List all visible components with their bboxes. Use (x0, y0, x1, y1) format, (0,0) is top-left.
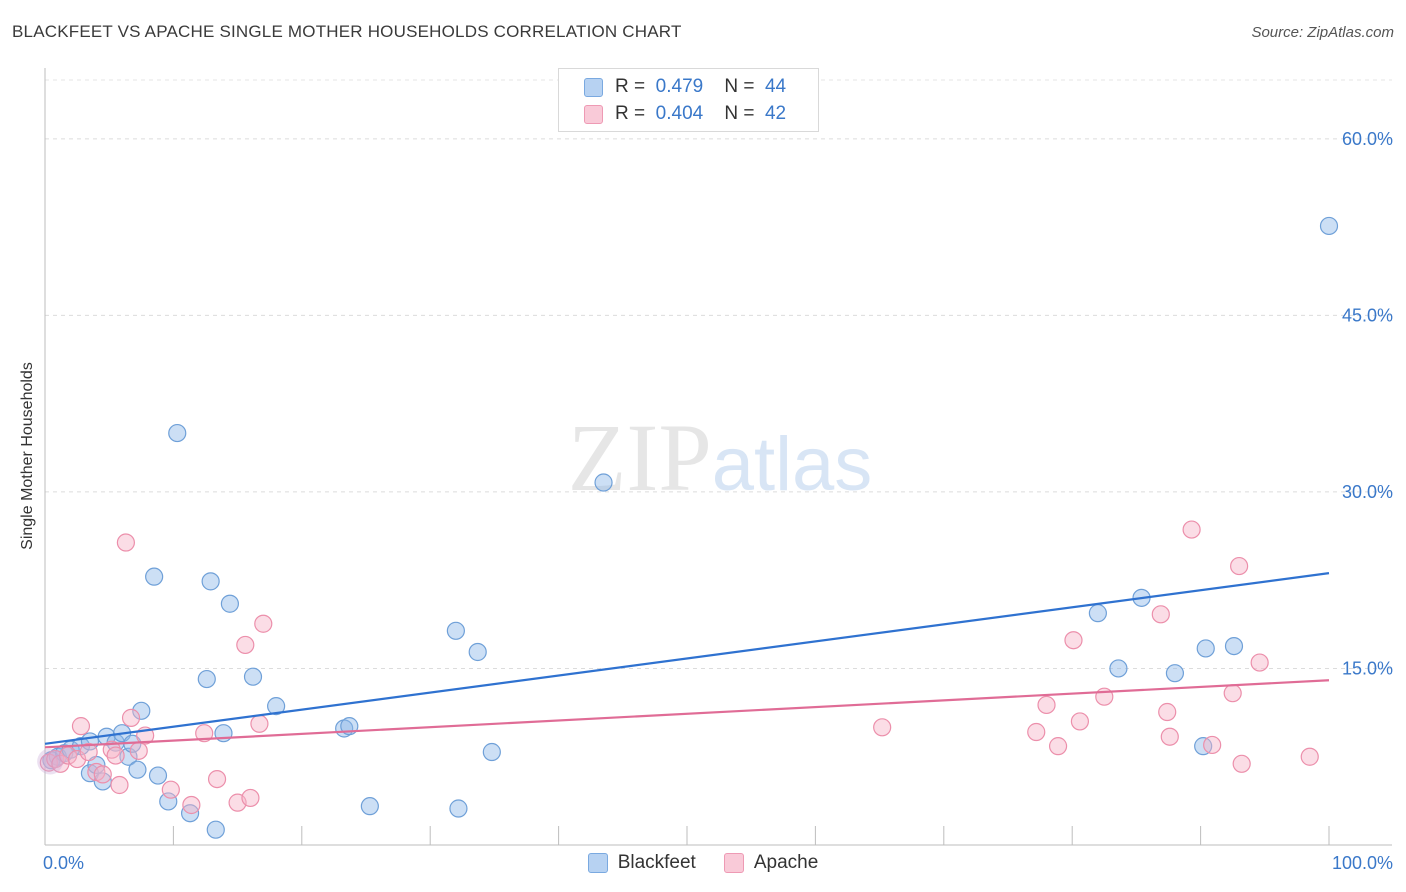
correlation-stats-box: R = 0.479 N = 44 R = 0.404 N = 42 (558, 68, 819, 132)
x-tick-label-min: 0.0% (43, 853, 84, 873)
watermark-atlas: atlas (712, 422, 873, 507)
point-apache (79, 742, 98, 762)
point-apache (1223, 684, 1242, 703)
point-apache (161, 780, 180, 799)
point-apache (106, 746, 125, 765)
point-apache (195, 724, 214, 743)
point-apache (1048, 737, 1068, 756)
chart-legend: Blackfeet Apache (0, 852, 1406, 874)
point-blackfeet (168, 423, 187, 443)
point-blackfeet (1165, 664, 1185, 683)
y-tick-labels: 15.0% 30.0% 45.0% 60.0% (1342, 129, 1393, 679)
point-apache (93, 765, 112, 784)
point-apache (207, 769, 227, 789)
point-apache (1151, 605, 1170, 624)
point-apache (182, 795, 201, 815)
point-blackfeet (148, 766, 168, 785)
point-blackfeet (206, 820, 225, 839)
y-tick-label: 15.0% (1342, 658, 1393, 678)
point-apache (71, 717, 91, 736)
point-blackfeet (594, 473, 613, 492)
legend-item-blackfeet[interactable]: Blackfeet (587, 852, 696, 874)
n-label: N = (703, 76, 765, 97)
point-blackfeet (468, 642, 487, 662)
point-apache (250, 714, 269, 733)
point-blackfeet (201, 572, 220, 591)
legend-swatch-blackfeet (587, 853, 608, 873)
point-apache (241, 788, 260, 808)
point-blackfeet (243, 667, 263, 686)
y-tick-label: 45.0% (1342, 305, 1393, 325)
y-tick-label: 60.0% (1342, 129, 1393, 149)
point-blackfeet (197, 669, 216, 689)
blackfeet-n-value: 44 (764, 76, 787, 97)
y-tick-label: 30.0% (1342, 482, 1393, 502)
point-cluster-origin (37, 748, 64, 775)
point-apache (254, 614, 273, 633)
point-apache (1230, 556, 1249, 576)
point-apache (129, 741, 148, 760)
point-blackfeet (145, 567, 164, 586)
point-apache (1158, 702, 1177, 722)
point-apache (1250, 653, 1269, 672)
point-apache (116, 533, 135, 552)
x-tick-label-max: 100.0% (1332, 853, 1393, 873)
chart-title: BLACKFEET VS APACHE SINGLE MOTHER HOUSEH… (12, 22, 682, 41)
stats-row-blackfeet: R = 0.479 N = 44 (584, 75, 786, 99)
point-apache (1160, 727, 1179, 746)
trendline-blackfeet (44, 572, 1330, 745)
trend-lines (44, 572, 1330, 749)
apache-n-value: 42 (764, 103, 787, 124)
point-blackfeet (159, 792, 178, 811)
point-blackfeet (132, 701, 151, 720)
n-label: N = (703, 103, 765, 124)
point-blackfeet (446, 621, 465, 640)
point-blackfeet (1319, 216, 1339, 236)
series-apache (37, 520, 1319, 815)
axes (44, 68, 1392, 846)
stats-row-apache: R = 0.404 N = 42 (584, 102, 786, 126)
point-apache (1300, 747, 1319, 766)
r-label: R = (615, 76, 656, 97)
point-blackfeet (360, 797, 379, 816)
grid-lines (45, 79, 1392, 669)
point-apache (1070, 712, 1090, 731)
blackfeet-swatch (584, 77, 603, 97)
apache-swatch (584, 104, 603, 124)
point-apache (873, 718, 892, 737)
point-apache (1232, 754, 1251, 773)
legend-label-apache: Apache (753, 852, 819, 873)
legend-item-apache[interactable]: Apache (723, 852, 819, 874)
point-blackfeet (1109, 659, 1128, 678)
point-apache (1064, 631, 1083, 650)
point-apache (121, 708, 141, 727)
point-blackfeet (449, 799, 468, 818)
blackfeet-r-value: 0.479 (655, 76, 704, 97)
trendline-apache (44, 679, 1330, 749)
x-tick-labels: 0.0% 100.0% (43, 853, 1393, 873)
point-blackfeet (267, 697, 286, 716)
chart-source: Source: ZipAtlas.com (1251, 24, 1394, 41)
series-blackfeet (42, 216, 1339, 839)
point-apache (110, 775, 129, 795)
point-blackfeet (482, 742, 501, 762)
apache-r-value: 0.404 (655, 103, 704, 124)
point-apache (1182, 520, 1201, 539)
legend-swatch-apache (723, 853, 744, 873)
watermark-zip: ZIP (568, 404, 712, 511)
point-blackfeet (1224, 636, 1244, 656)
point-apache (236, 635, 255, 655)
point-blackfeet (1196, 639, 1215, 658)
zipatlas-watermark: ZIPatlas (568, 404, 873, 511)
legend-label-blackfeet: Blackfeet (617, 852, 696, 873)
point-apache (67, 749, 87, 769)
point-apache (1037, 695, 1056, 715)
point-blackfeet (128, 760, 147, 779)
point-blackfeet (1088, 604, 1107, 623)
r-label: R = (615, 103, 656, 124)
point-blackfeet (220, 594, 239, 613)
point-apache (1203, 735, 1222, 755)
point-apache (1027, 722, 1046, 742)
